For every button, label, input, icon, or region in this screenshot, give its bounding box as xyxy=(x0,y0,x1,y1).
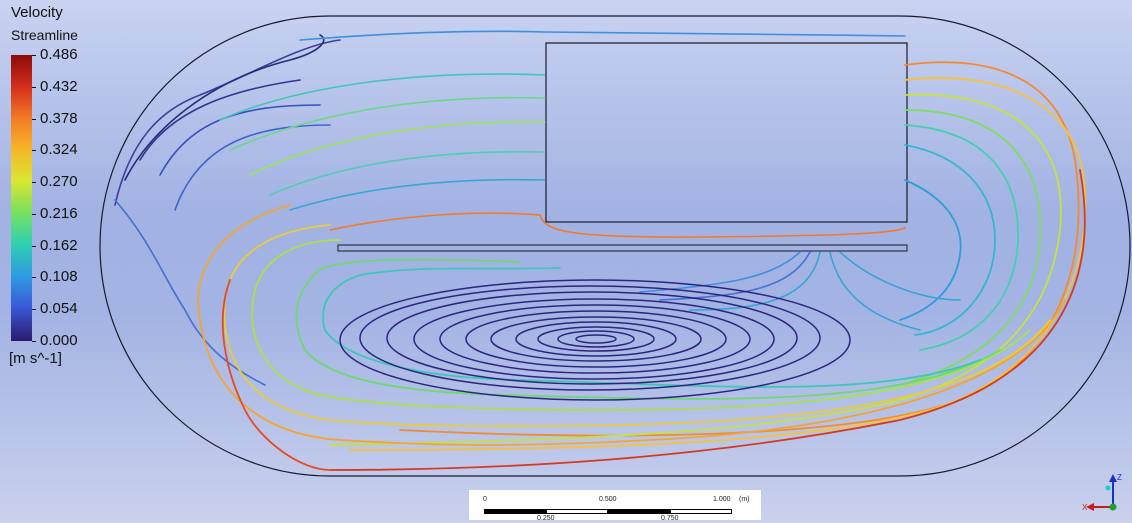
streamline xyxy=(899,109,1042,386)
y-axis-dot xyxy=(1109,503,1117,511)
legend-tick-mark xyxy=(32,213,36,215)
scale-label-0: 0 xyxy=(483,496,487,503)
x-axis-arrow xyxy=(1086,503,1094,511)
legend-tick-label: 0.108 xyxy=(40,268,78,286)
streamline xyxy=(329,169,1086,471)
streamline xyxy=(251,239,1031,411)
legend-tick-mark xyxy=(32,150,36,152)
streamline xyxy=(659,251,811,301)
streamline xyxy=(829,251,921,331)
legend-tick-mark xyxy=(32,341,36,342)
scale-segment xyxy=(546,509,608,514)
legend-tick-label: 0.378 xyxy=(40,109,78,127)
streamline xyxy=(639,251,801,293)
legend-tick-label: 0.270 xyxy=(40,173,78,191)
streamlines xyxy=(114,30,1087,471)
vortex xyxy=(339,279,851,401)
legend-tick-label: 0.216 xyxy=(40,204,78,222)
streamline xyxy=(322,267,981,388)
legend-tick-mark xyxy=(32,118,36,120)
streamline xyxy=(904,144,996,336)
scale-label-0500: 0.500 xyxy=(599,496,617,503)
streamline xyxy=(221,279,331,471)
legend-tick-label: 0.054 xyxy=(40,300,78,318)
scale-bar: 0 0.500 1.000 (m) 0.250 0.750 xyxy=(469,490,761,522)
domain-outline xyxy=(99,15,1131,477)
scale-label-0250: 0.250 xyxy=(537,515,555,522)
legend-subtitle: Streamline xyxy=(11,27,78,43)
streamline xyxy=(349,77,1087,451)
streamline xyxy=(219,73,546,121)
legend-tick-label: 0.486 xyxy=(40,46,78,63)
scale-segment xyxy=(484,509,546,514)
scale-unit: (m) xyxy=(739,496,750,503)
streamline xyxy=(839,251,961,301)
legend-colorbar xyxy=(11,55,32,341)
legend-tick-mark xyxy=(32,277,36,279)
legend-tick-label: 0.324 xyxy=(40,141,78,159)
z-axis-label: Z xyxy=(1117,473,1122,482)
legend-tick-label: 0.432 xyxy=(40,77,78,95)
streamline xyxy=(899,179,962,321)
baffle-plate xyxy=(337,244,908,252)
streamline xyxy=(114,39,341,206)
streamline xyxy=(904,124,1019,351)
legend-title: Velocity xyxy=(11,4,63,21)
streamline xyxy=(229,96,546,151)
scale-segment xyxy=(670,509,732,514)
scale-segment xyxy=(608,509,670,514)
streamline xyxy=(299,30,906,41)
legend-tick-mark xyxy=(32,182,36,184)
axis-triad[interactable]: Z X xyxy=(1082,470,1132,520)
streamline xyxy=(289,178,546,211)
streamline xyxy=(114,199,266,386)
scale-label-1000: 1.000 xyxy=(713,496,731,503)
streamline xyxy=(249,121,546,176)
legend-tick-mark xyxy=(32,86,36,88)
z-axis-arrow xyxy=(1109,474,1117,482)
legend-tick-label: 0.162 xyxy=(40,236,78,254)
streamline xyxy=(295,258,1001,400)
streamline xyxy=(197,204,1066,446)
x-axis-label: X xyxy=(1082,503,1088,512)
streamline xyxy=(329,93,1062,446)
streamline xyxy=(139,79,301,161)
legend-units: [m s^-1] xyxy=(9,350,62,367)
legend-tick-label: 0.000 xyxy=(40,332,78,349)
origin-marker xyxy=(1105,485,1111,491)
streamline xyxy=(124,34,325,181)
scale-label-0750: 0.750 xyxy=(661,515,679,522)
streamline xyxy=(174,124,331,211)
streamline xyxy=(329,212,906,238)
legend-tick-mark xyxy=(32,309,36,311)
legend-tick-mark xyxy=(32,55,36,56)
obstacle-box xyxy=(545,42,908,223)
legend-tick-mark xyxy=(32,245,36,247)
streamline xyxy=(269,150,546,196)
